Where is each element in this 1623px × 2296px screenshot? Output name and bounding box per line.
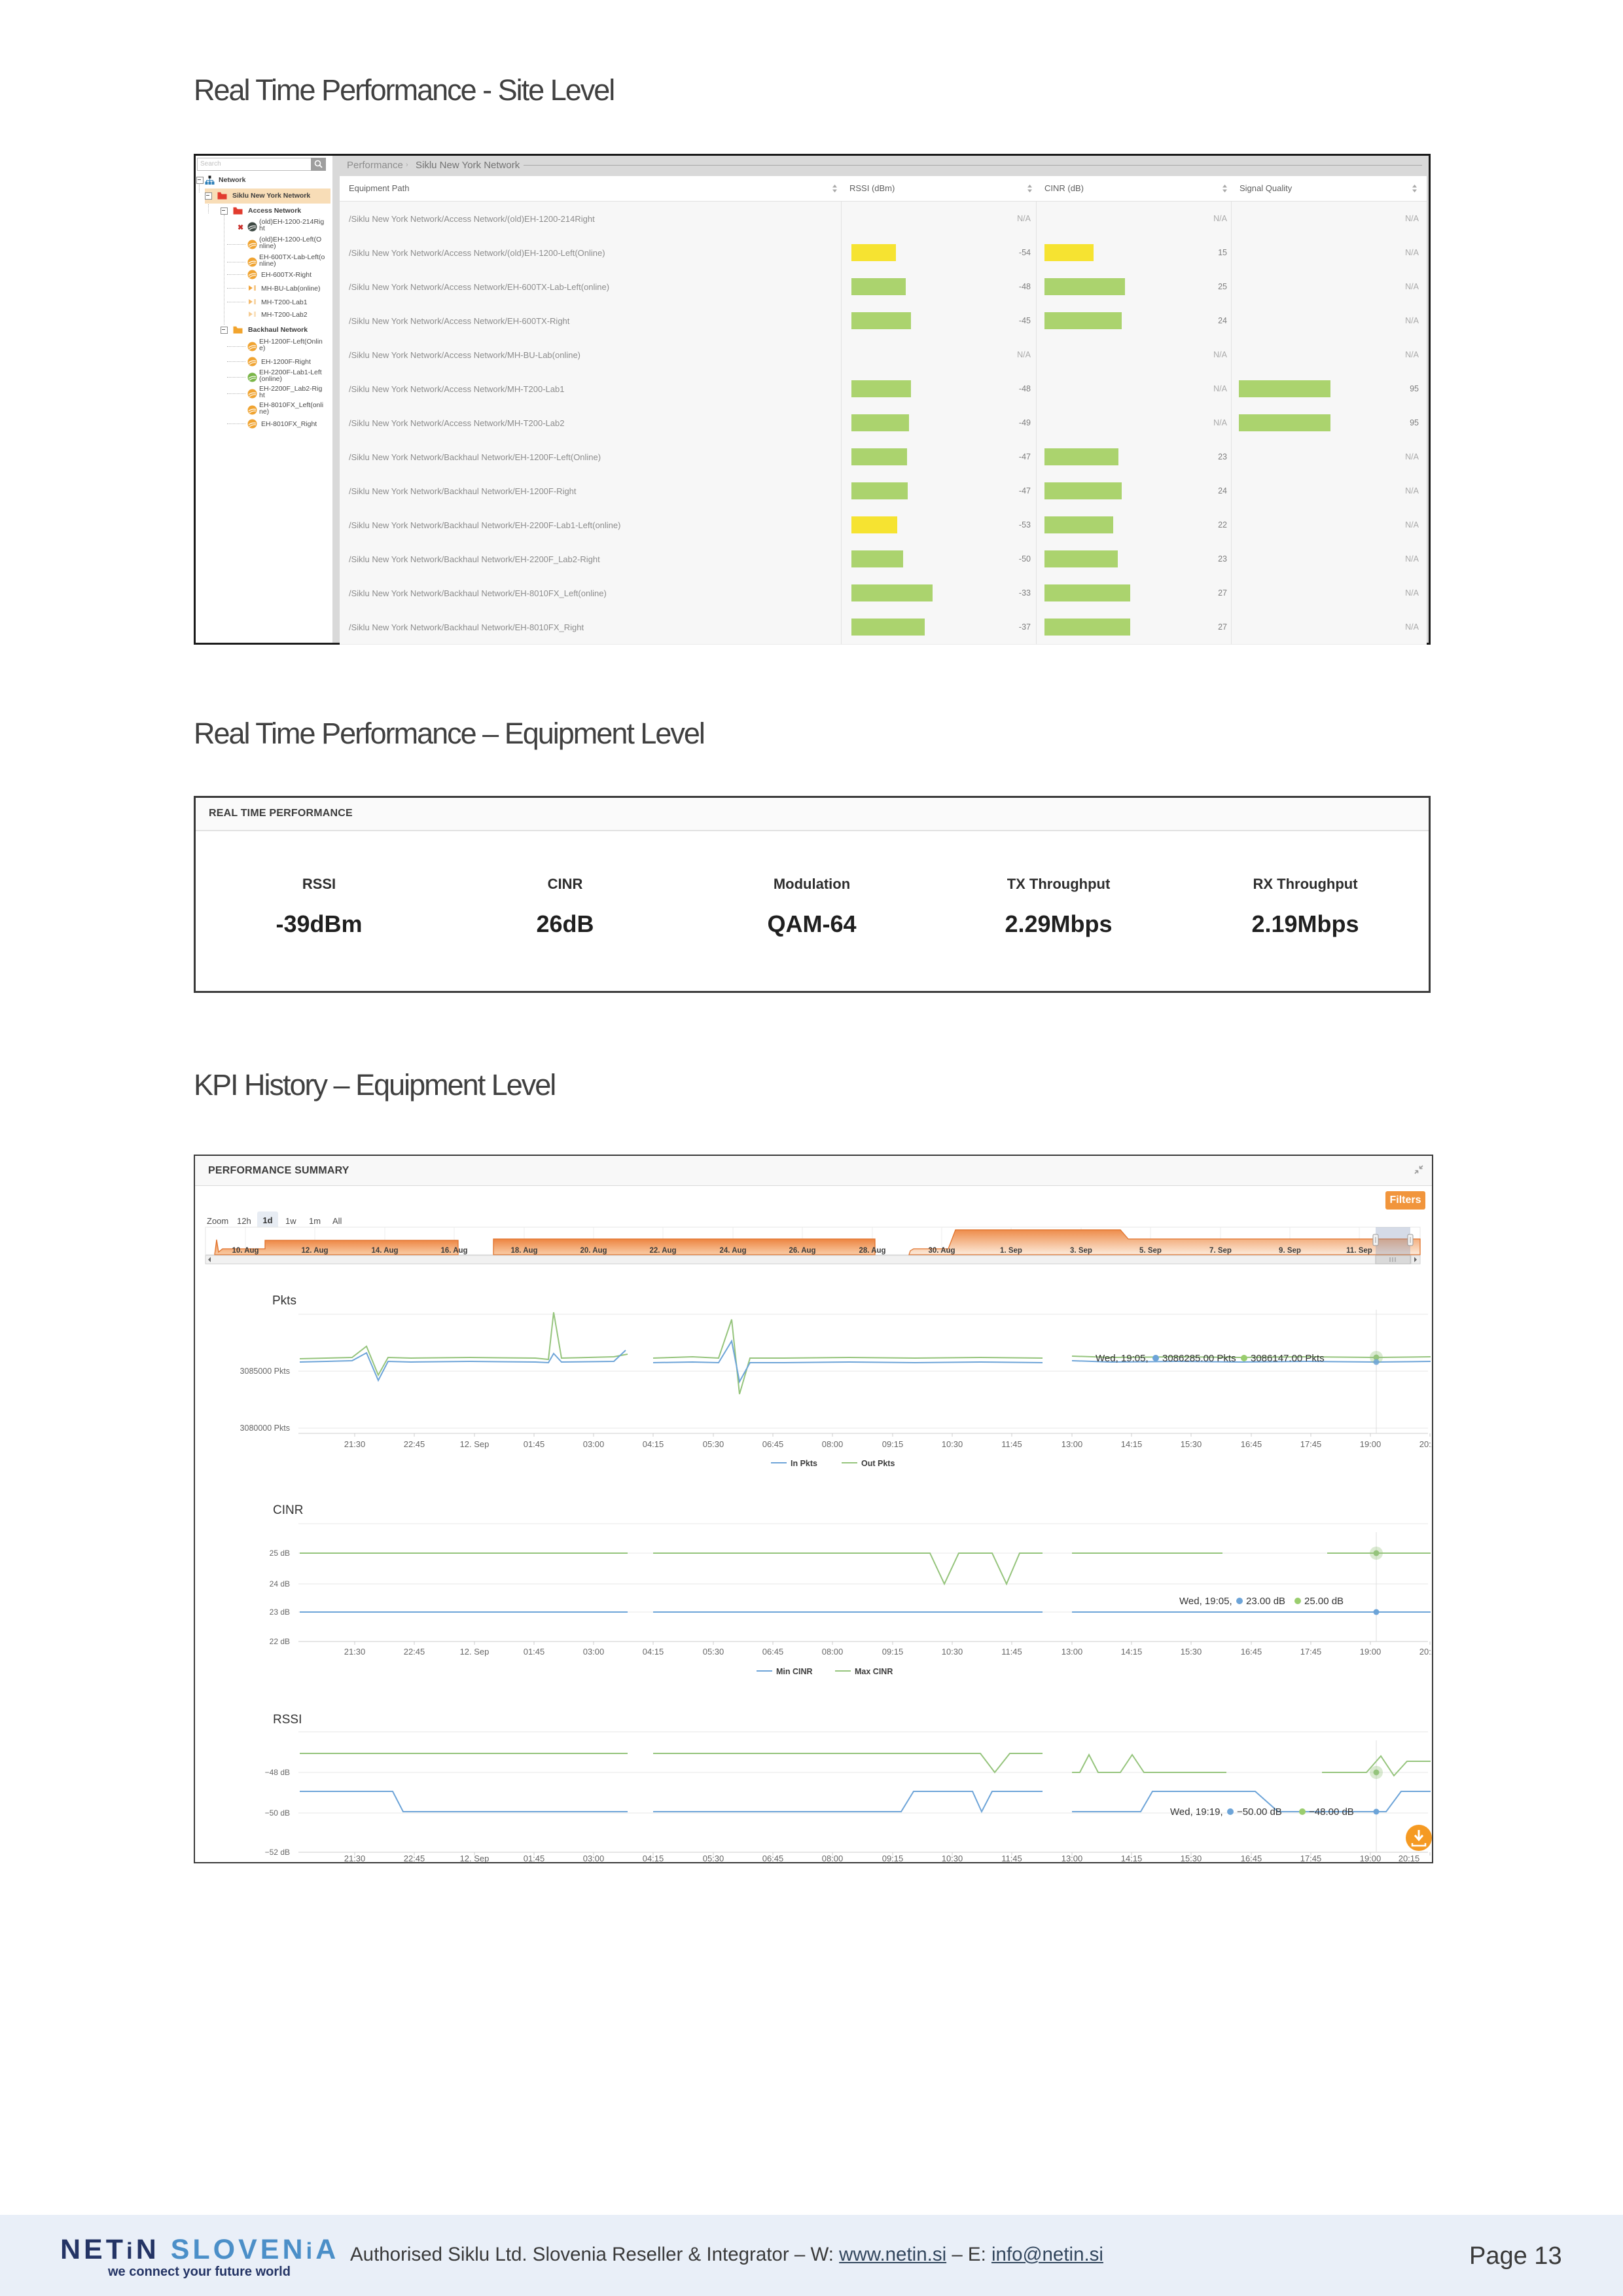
svg-text:19:00: 19:00 — [1360, 1439, 1382, 1449]
svg-text:21:30: 21:30 — [344, 1647, 366, 1657]
svg-text:05:30: 05:30 — [703, 1439, 724, 1449]
svg-text:04:15: 04:15 — [643, 1439, 664, 1449]
svg-text:−52 dB: −52 dB — [265, 1848, 290, 1857]
svg-text:5. Sep: 5. Sep — [1139, 1247, 1162, 1255]
svg-text:Pkts: Pkts — [272, 1294, 296, 1308]
svg-text:22. Aug: 22. Aug — [649, 1247, 676, 1255]
svg-text:16:45: 16:45 — [1241, 1439, 1262, 1449]
svg-text:14:15: 14:15 — [1121, 1854, 1143, 1862]
svg-text:22 dB: 22 dB — [270, 1637, 290, 1646]
svg-text:Wed, 19:05,: Wed, 19:05, — [1096, 1353, 1149, 1364]
svg-text:3080000 Pkts: 3080000 Pkts — [240, 1424, 290, 1433]
svg-text:12. Sep: 12. Sep — [460, 1439, 490, 1449]
svg-text:12. Aug: 12. Aug — [301, 1247, 328, 1255]
svg-text:04:15: 04:15 — [643, 1854, 664, 1862]
svg-text:06:45: 06:45 — [762, 1854, 784, 1862]
svg-text:09:15: 09:15 — [882, 1439, 904, 1449]
svg-text:06:45: 06:45 — [762, 1439, 784, 1449]
svg-text:18. Aug: 18. Aug — [510, 1247, 537, 1255]
svg-text:25 dB: 25 dB — [270, 1549, 290, 1558]
svg-text:CINR: CINR — [273, 1503, 303, 1517]
svg-text:13:00: 13:00 — [1061, 1647, 1083, 1657]
svg-text:11:45: 11:45 — [1001, 1439, 1022, 1449]
svg-text:12. Sep: 12. Sep — [460, 1854, 490, 1862]
svg-text:08:00: 08:00 — [822, 1439, 844, 1449]
svg-text:22:45: 22:45 — [404, 1647, 425, 1657]
svg-text:14:15: 14:15 — [1121, 1647, 1143, 1657]
svg-text:20:15: 20:15 — [1419, 1439, 1432, 1449]
svg-text:24 dB: 24 dB — [270, 1579, 290, 1588]
svg-text:03:00: 03:00 — [583, 1647, 605, 1657]
svg-text:20:15: 20:15 — [1399, 1854, 1420, 1862]
svg-text:Wed, 19:19,: Wed, 19:19, — [1170, 1806, 1223, 1818]
svg-text:14. Aug: 14. Aug — [371, 1247, 398, 1255]
svg-text:17:45: 17:45 — [1300, 1439, 1322, 1449]
svg-text:−50.00 dB: −50.00 dB — [1237, 1806, 1282, 1818]
svg-text:−50 dB: −50 dB — [265, 1808, 290, 1818]
svg-text:1. Sep: 1. Sep — [1000, 1247, 1022, 1255]
svg-text:23 dB: 23 dB — [270, 1607, 290, 1617]
svg-text:23.00 dB: 23.00 dB — [1246, 1596, 1285, 1607]
svg-text:11:45: 11:45 — [1001, 1854, 1022, 1862]
svg-text:Out Pkts: Out Pkts — [861, 1459, 895, 1468]
svg-text:25.00 dB: 25.00 dB — [1304, 1596, 1344, 1607]
svg-text:10:30: 10:30 — [942, 1647, 963, 1657]
svg-text:21:30: 21:30 — [344, 1854, 366, 1862]
svg-text:19:00: 19:00 — [1360, 1647, 1382, 1657]
svg-text:13:00: 13:00 — [1061, 1854, 1083, 1862]
svg-text:09:15: 09:15 — [882, 1647, 904, 1657]
svg-text:RSSI: RSSI — [273, 1713, 302, 1727]
svg-text:15:30: 15:30 — [1181, 1439, 1202, 1449]
svg-text:10:30: 10:30 — [942, 1854, 963, 1862]
svg-text:3085000 Pkts: 3085000 Pkts — [240, 1367, 290, 1376]
svg-text:28. Aug: 28. Aug — [859, 1247, 885, 1255]
svg-text:3. Sep: 3. Sep — [1070, 1247, 1092, 1255]
svg-text:Wed, 19:05,: Wed, 19:05, — [1179, 1596, 1232, 1607]
svg-text:21:30: 21:30 — [344, 1439, 366, 1449]
svg-text:05:30: 05:30 — [703, 1854, 724, 1862]
svg-text:06:45: 06:45 — [762, 1647, 784, 1657]
svg-text:05:30: 05:30 — [703, 1647, 724, 1657]
svg-text:04:15: 04:15 — [643, 1647, 664, 1657]
svg-text:08:00: 08:00 — [822, 1647, 844, 1657]
svg-text:3086285.00 Pkts: 3086285.00 Pkts — [1162, 1353, 1236, 1364]
svg-text:16:45: 16:45 — [1241, 1854, 1262, 1862]
svg-text:In Pkts: In Pkts — [791, 1459, 817, 1468]
svg-text:−48.00 dB: −48.00 dB — [1309, 1806, 1354, 1818]
svg-text:11. Sep: 11. Sep — [1346, 1247, 1372, 1255]
svg-text:11:45: 11:45 — [1001, 1647, 1022, 1657]
svg-text:17:45: 17:45 — [1300, 1647, 1322, 1657]
svg-text:3086147.00 Pkts: 3086147.00 Pkts — [1251, 1353, 1325, 1364]
svg-text:12. Sep: 12. Sep — [460, 1647, 490, 1657]
svg-text:Max CINR: Max CINR — [855, 1667, 893, 1676]
svg-text:01:45: 01:45 — [524, 1647, 545, 1657]
svg-text:−48 dB: −48 dB — [265, 1768, 290, 1777]
svg-text:08:00: 08:00 — [822, 1854, 844, 1862]
svg-text:03:00: 03:00 — [583, 1439, 605, 1449]
svg-text:16:45: 16:45 — [1241, 1647, 1262, 1657]
svg-text:7. Sep: 7. Sep — [1209, 1247, 1232, 1255]
svg-text:20:15: 20:15 — [1419, 1647, 1432, 1657]
svg-text:Min CINR: Min CINR — [776, 1667, 813, 1676]
svg-text:30. Aug: 30. Aug — [928, 1247, 955, 1255]
svg-text:19:00: 19:00 — [1360, 1854, 1382, 1862]
svg-text:03:00: 03:00 — [583, 1854, 605, 1862]
svg-text:10:30: 10:30 — [942, 1439, 963, 1449]
svg-text:09:15: 09:15 — [882, 1854, 904, 1862]
svg-text:17:45: 17:45 — [1300, 1854, 1322, 1862]
svg-text:22:45: 22:45 — [404, 1439, 425, 1449]
svg-text:9. Sep: 9. Sep — [1279, 1247, 1301, 1255]
svg-text:14:15: 14:15 — [1121, 1439, 1143, 1449]
svg-text:01:45: 01:45 — [524, 1854, 545, 1862]
svg-text:22:45: 22:45 — [404, 1854, 425, 1862]
svg-text:26. Aug: 26. Aug — [789, 1247, 815, 1255]
svg-text:10. Aug: 10. Aug — [232, 1247, 259, 1255]
svg-text:13:00: 13:00 — [1061, 1439, 1083, 1449]
svg-text:15:30: 15:30 — [1181, 1647, 1202, 1657]
svg-text:20. Aug: 20. Aug — [580, 1247, 607, 1255]
svg-text:15:30: 15:30 — [1181, 1854, 1202, 1862]
svg-text:16. Aug: 16. Aug — [440, 1247, 467, 1255]
svg-text:01:45: 01:45 — [524, 1439, 545, 1449]
svg-text:24. Aug: 24. Aug — [719, 1247, 746, 1255]
